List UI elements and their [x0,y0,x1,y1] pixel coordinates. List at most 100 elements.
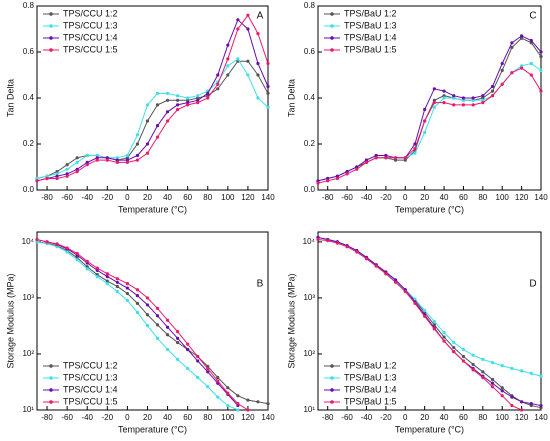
data-point [539,55,543,59]
data-point [45,176,49,181]
data-point [206,385,210,389]
legend-marker [330,12,334,16]
data-point [539,68,543,72]
data-point [55,170,59,174]
data-point [529,61,533,66]
y-axis-label: Storage Modulus (MPa) [286,273,296,368]
x-tick-label: 60 [459,193,468,202]
data-point [413,297,417,301]
data-point [216,375,220,380]
x-tick-label: -40 [361,193,373,202]
data-point [393,156,398,160]
y-tick-label: 0.6 [23,47,35,56]
data-point [481,101,485,105]
x-tick-label: -80 [322,193,334,202]
data-point [155,91,160,95]
data-point [471,368,475,372]
data-point [423,314,427,318]
data-point [206,366,210,371]
data-point [442,89,446,93]
data-point [393,280,398,284]
data-point [481,370,485,374]
data-point [520,64,524,68]
data-point [125,291,129,296]
data-point [75,170,79,174]
data-point [481,94,485,98]
data-point [423,130,427,135]
data-point [326,176,330,181]
data-point [364,160,369,164]
x-tick-label: -80 [41,413,53,422]
data-point [500,82,504,86]
data-point [85,163,89,167]
data-point [165,325,170,329]
data-point [65,174,69,178]
data-point [165,318,170,322]
data-point [105,156,109,160]
panel-label: A [257,11,264,22]
data-point [452,350,456,354]
data-point [461,103,466,107]
data-point [55,176,59,181]
data-point [226,386,230,390]
data-point [55,245,59,249]
data-point [481,375,485,380]
legend-marker [49,24,53,28]
y-tick-label: 0.2 [304,139,316,148]
legend-marker [330,376,334,380]
x-tick-label: 140 [261,193,275,202]
data-point [65,167,69,171]
data-point [432,101,436,105]
data-point [176,103,180,107]
data-point [75,258,79,262]
data-point [413,301,417,305]
x-tick-label: 0 [125,193,130,202]
data-point [403,289,407,294]
data-point [196,96,200,100]
data-point [196,354,200,359]
x-tick-label: 60 [183,193,192,202]
legend-label: TPS/CCU 1:2 [63,360,118,370]
data-point [432,98,436,102]
y-tick-label: 10² [303,349,315,358]
data-point [145,303,150,307]
data-point [45,174,49,178]
data-point [125,153,129,158]
series-line [36,14,269,182]
data-point [85,160,89,164]
data-point [95,266,99,270]
y-axis-label: Tan Delta [5,79,15,117]
data-point [364,158,369,162]
legend-marker [49,376,53,380]
legend-label: TPS/BaU 1:3 [344,372,397,382]
data-point [55,172,59,176]
data-point [246,13,250,17]
x-tick-label: 100 [221,193,235,202]
data-point [65,163,69,167]
y-tick-label: 10⁴ [22,237,35,246]
data-point [520,369,524,373]
data-point [442,101,446,105]
legend-label: TPS/BaU 1:2 [344,360,397,370]
data-point [95,275,99,279]
data-point [335,241,339,245]
data-point [246,408,250,412]
x-tick-label: 0 [125,413,130,422]
data-point [442,96,446,100]
data-point [442,339,446,343]
x-tick-label: -40 [361,413,373,422]
x-tick-label: 80 [203,413,212,422]
data-point [85,153,89,158]
x-tick-label: -60 [341,193,353,202]
data-point [216,82,220,86]
data-point [256,61,260,66]
data-point [520,34,524,38]
panel: -80 -60 -40 -20 0 20 40 60 80 100 120 140 10¹ 10² 10³ 1… [5,231,275,434]
data-point [226,391,230,395]
data-point [35,179,39,183]
data-point [316,237,320,242]
data-point [432,105,436,109]
data-point [510,395,514,399]
data-point [196,359,200,363]
data-point [35,176,39,181]
